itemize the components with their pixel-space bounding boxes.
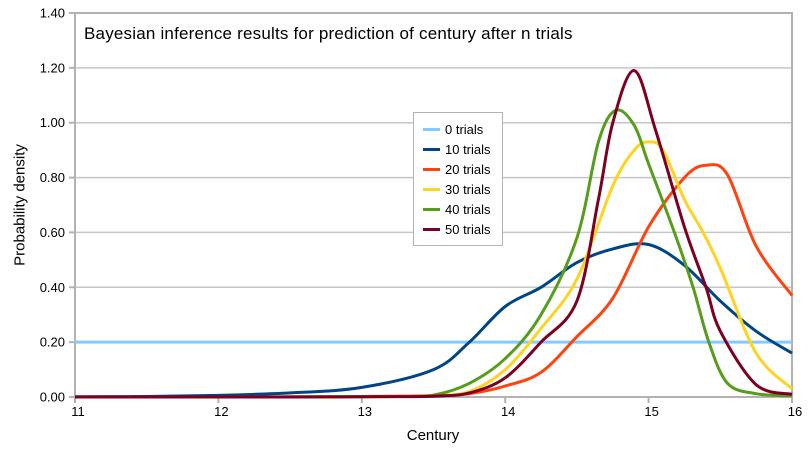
x-tick-label: 12 bbox=[214, 404, 228, 419]
legend-item-10-trials: 10 trials bbox=[423, 139, 502, 159]
x-axis-title: Century bbox=[406, 427, 460, 444]
x-tick-label: 14 bbox=[501, 404, 515, 419]
y-tick-label: 1.20 bbox=[40, 60, 65, 75]
y-tick-label: 1.40 bbox=[40, 6, 65, 21]
legend-item-30-trials: 30 trials bbox=[423, 179, 502, 199]
x-tick-label: 16 bbox=[788, 404, 802, 419]
legend-label-30-trials: 30 trials bbox=[445, 181, 491, 197]
legend-label-0-trials: 0 trials bbox=[445, 121, 484, 137]
x-tick-label: 11 bbox=[71, 404, 85, 419]
legend: 0 trials 10 trials 20 trials 30 trials 4… bbox=[413, 112, 503, 246]
y-axis-title: Probability density bbox=[11, 144, 29, 266]
y-tick-label: 0.40 bbox=[40, 280, 65, 295]
legend-item-50-trials: 50 trials bbox=[423, 219, 502, 239]
x-tick-label: 13 bbox=[358, 404, 372, 419]
y-tick-label: 0.60 bbox=[40, 225, 65, 240]
legend-swatch-50-trials bbox=[423, 227, 440, 231]
legend-swatch-40-trials bbox=[423, 207, 440, 211]
legend-item-20-trials: 20 trials bbox=[423, 159, 502, 179]
series-line-50-trials bbox=[75, 69, 793, 399]
legend-item-40-trials: 40 trials bbox=[423, 199, 502, 219]
series-line-10-trials bbox=[74, 242, 793, 399]
y-tick-label: 0.80 bbox=[40, 170, 65, 185]
legend-label-20-trials: 20 trials bbox=[445, 161, 491, 177]
legend-swatch-30-trials bbox=[423, 187, 440, 191]
chart-title: Bayesian inference results for predictio… bbox=[84, 24, 573, 43]
y-tick-label: 0.00 bbox=[40, 390, 65, 405]
legend-item-0-trials: 0 trials bbox=[423, 119, 502, 139]
x-tick-label: 15 bbox=[644, 404, 658, 419]
legend-swatch-20-trials bbox=[423, 167, 440, 171]
y-tick-label: 1.00 bbox=[40, 115, 65, 130]
legend-label-40-trials: 40 trials bbox=[445, 201, 491, 217]
legend-label-50-trials: 50 trials bbox=[445, 221, 491, 237]
legend-swatch-0-trials bbox=[423, 127, 440, 131]
y-tick-label: 0.20 bbox=[40, 335, 65, 350]
legend-swatch-10-trials bbox=[423, 147, 440, 151]
legend-label-10-trials: 10 trials bbox=[445, 141, 491, 157]
